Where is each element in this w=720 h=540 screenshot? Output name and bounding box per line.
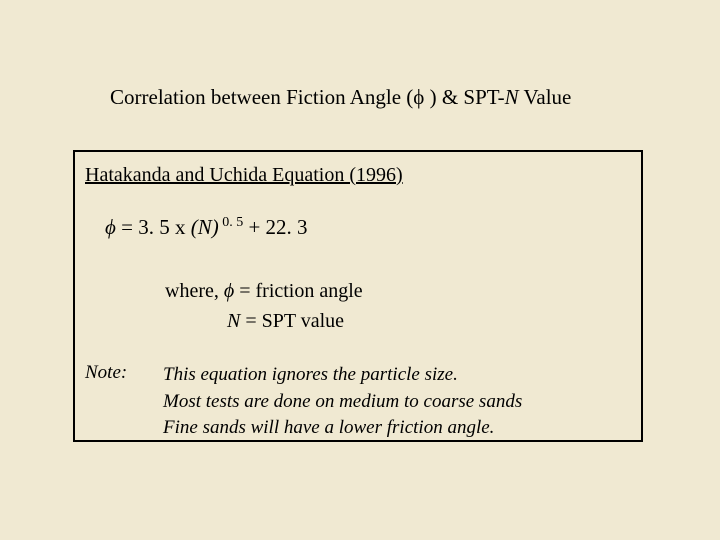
where-N: N [227, 310, 240, 332]
title-text-post1: ) & SPT- [424, 85, 504, 109]
where-block: where, ϕ = friction angle N = SPT value [165, 276, 631, 336]
note-line-1: This equation ignores the particle size. [163, 362, 522, 389]
slide-title: Correlation between Fiction Angle (ϕ ) &… [110, 85, 680, 110]
title-text-pre: Correlation between Fiction Angle ( [110, 85, 413, 109]
eq-txt2: + 22. 3 [243, 215, 307, 239]
where-phi: ϕ [224, 280, 234, 302]
note-block: Note: This equation ignores the particle… [85, 362, 631, 442]
box-subtitle: Hatakanda and Uchida Equation (1996) [85, 164, 631, 187]
title-N: N [505, 85, 519, 109]
title-text-post2: Value [519, 85, 572, 109]
note-line-2: Most tests are done on medium to coarse … [163, 389, 522, 416]
note-body: This equation ignores the particle size.… [163, 362, 522, 442]
phi-symbol: ϕ [413, 85, 424, 109]
eq-txt1: = 3. 5 x [116, 215, 191, 239]
where-line1-rest: = friction angle [234, 280, 362, 302]
slide: Correlation between Fiction Angle (ϕ ) &… [0, 0, 720, 540]
where-line2-rest: = SPT value [240, 310, 344, 332]
eq-N: (N) [191, 215, 219, 239]
where-line2: N = SPT value [165, 306, 631, 336]
eq-phi: ϕ [105, 215, 116, 239]
eq-sup: 0. 5 [219, 215, 244, 230]
note-label: Note: [85, 362, 163, 442]
where-line1: where, ϕ = friction angle [165, 276, 631, 306]
equation-box: Hatakanda and Uchida Equation (1996) ϕ =… [73, 150, 643, 442]
note-line-3: Fine sands will have a lower friction an… [163, 415, 522, 442]
where-lead: where, [165, 280, 224, 302]
equation: ϕ = 3. 5 x (N) 0. 5 + 22. 3 [105, 215, 631, 240]
